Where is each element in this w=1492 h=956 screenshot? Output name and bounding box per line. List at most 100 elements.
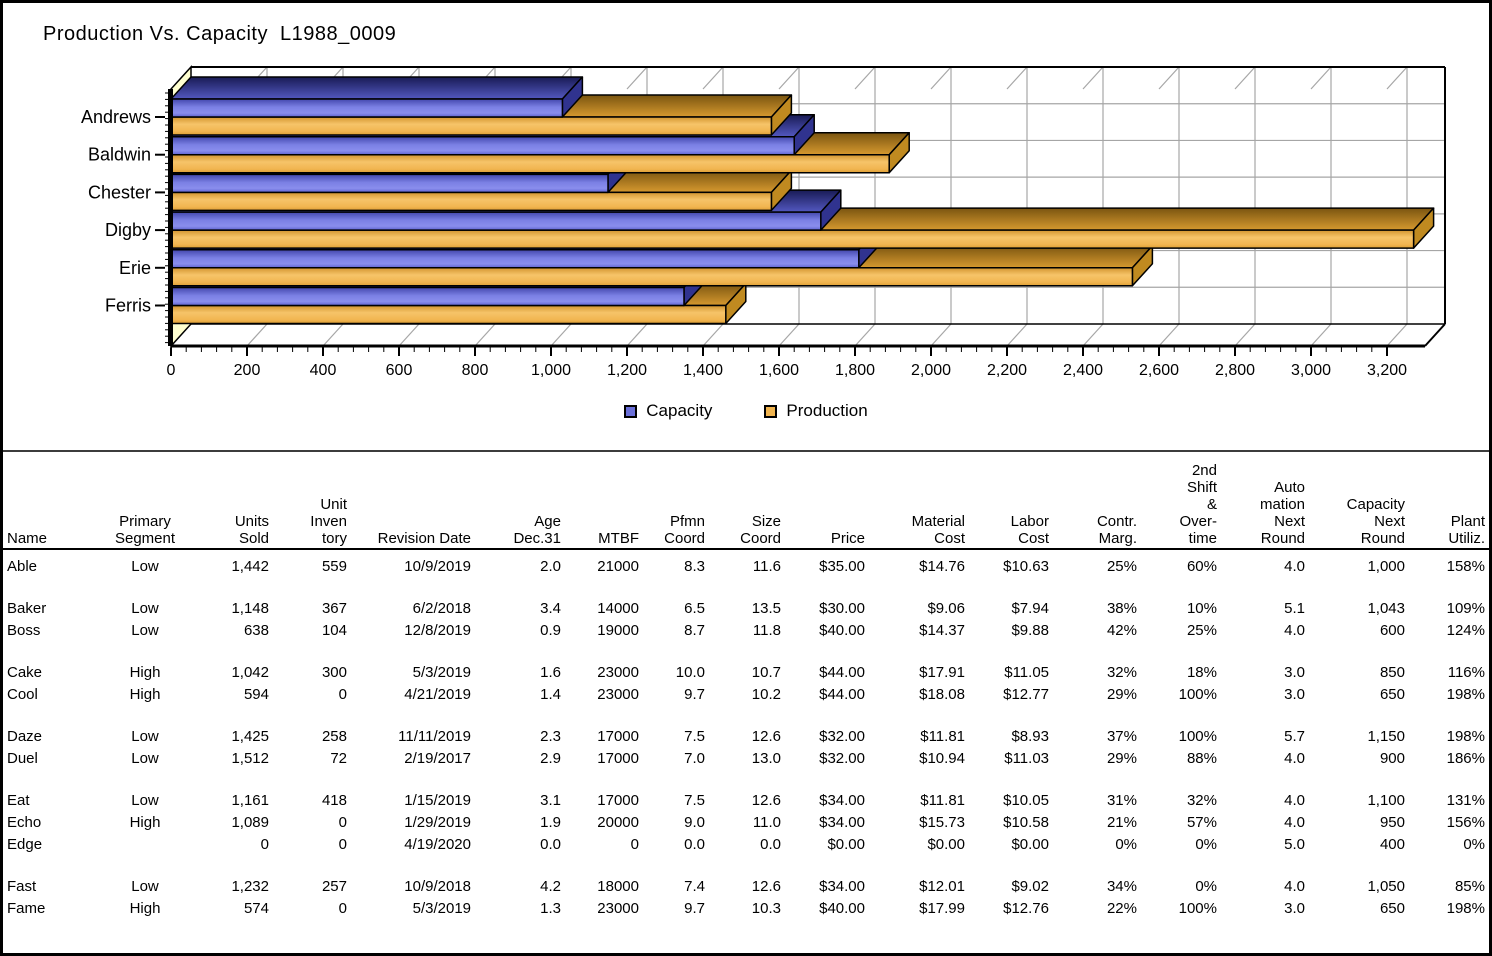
- category-label-ferris: Ferris: [105, 296, 151, 316]
- cell-inventory: 258: [321, 728, 347, 745]
- cell-overtime: 100%: [1178, 686, 1217, 703]
- chart-legend: Capacity Production: [3, 401, 1489, 421]
- x-axis-tick-label: 1,400: [683, 362, 723, 379]
- cell-labor: $12.77: [1003, 686, 1049, 703]
- bar-andrews-capacity-front-face: [170, 98, 564, 118]
- gridline-floor: [474, 323, 496, 347]
- cell-capacity: 850: [1379, 664, 1405, 681]
- column-header-capacity: Capacity Next Round: [1309, 462, 1409, 550]
- cell-units_sold: 1,442: [231, 558, 269, 575]
- cell-pfmn: 9.0: [684, 814, 705, 831]
- column-header-labor: Labor Cost: [969, 462, 1053, 550]
- x-axis-tick-label: 2,600: [1139, 362, 1179, 379]
- cell-overtime: 25%: [1186, 622, 1217, 639]
- cell-units_sold: 1,042: [231, 664, 269, 681]
- cell-material: $11.81: [920, 728, 965, 745]
- gridline-ceiling: [778, 66, 800, 90]
- bar-erie-capacity-front-face: [170, 249, 860, 269]
- bar-andrews-production-front-face: [170, 116, 773, 136]
- bar-ferris-production-front-face: [170, 304, 727, 325]
- table-row-fame: Fame High 574 0 5/3/2019 1.3 23000 9.7 10.3 $40.0…: [3, 898, 1489, 920]
- column-header-name: Name: [3, 462, 95, 550]
- cell-inventory: 300: [321, 664, 347, 681]
- column-header-utilization: Plant Utiliz.: [1409, 462, 1489, 550]
- cell-inventory: 0: [338, 814, 347, 831]
- cell-name: Fast: [7, 878, 37, 895]
- cell-capacity: 650: [1379, 900, 1405, 917]
- gridline-ceiling: [702, 66, 724, 90]
- cell-automation: 4.0: [1284, 622, 1305, 639]
- x-axis-tick-label: 2,200: [987, 362, 1027, 379]
- cell-labor: $8.93: [1011, 728, 1049, 745]
- cell-age: 2.0: [540, 558, 561, 575]
- cell-margin: 42%: [1106, 622, 1137, 639]
- cell-capacity: 1,100: [1367, 792, 1405, 809]
- table-row-duel: Duel Low 1,512 72 2/19/2017 2.9 17000 7.0 13.0 $3…: [3, 748, 1489, 770]
- cell-margin: 31%: [1106, 792, 1137, 809]
- x-axis-tick-label: 1,200: [607, 362, 647, 379]
- cell-pfmn: 7.5: [684, 728, 705, 745]
- cell-age: 1.6: [540, 664, 561, 681]
- cell-margin: 37%: [1106, 728, 1137, 745]
- cell-name: Edge: [7, 836, 43, 853]
- cell-age: 0.0: [540, 836, 561, 853]
- cell-size: 11.8: [752, 622, 781, 639]
- cell-inventory: 367: [321, 600, 347, 617]
- cell-revision: 5/3/2019: [412, 900, 471, 917]
- gridline-floor: [1386, 323, 1408, 347]
- table-spacer-row: [3, 642, 1489, 662]
- cell-material: $14.37: [919, 622, 965, 639]
- bar-andrews-capacity-top-face: [170, 76, 584, 100]
- cell-utilization: 156%: [1446, 814, 1485, 831]
- cell-name: Cake: [7, 664, 43, 681]
- gridline-floor: [1234, 323, 1256, 347]
- spacer-cell: [3, 706, 1489, 726]
- cell-mtbf: 20000: [597, 814, 639, 831]
- cell-name: Duel: [7, 750, 38, 767]
- column-header-overtime: 2nd Shift & Over-time: [1141, 462, 1221, 550]
- cell-pfmn: 9.7: [684, 900, 705, 917]
- cell-size: 0.0: [760, 836, 781, 853]
- cell-size: 11.0: [752, 814, 781, 831]
- cell-overtime: 18%: [1186, 664, 1217, 681]
- cell-age: 3.4: [540, 600, 561, 617]
- product-table: Name Primary Segment Units Sold Unit Inven tory…: [3, 462, 1489, 920]
- column-header-price: Price: [785, 462, 869, 550]
- cell-mtbf: 23000: [597, 686, 639, 703]
- gridline-ceiling: [1234, 66, 1256, 90]
- cell-material: $10.94: [919, 750, 965, 767]
- cell-name: Eat: [7, 792, 30, 809]
- x-axis-tick-label: 600: [386, 362, 413, 379]
- cell-capacity: 650: [1379, 686, 1405, 703]
- gridline-floor: [1006, 323, 1028, 347]
- cell-units_sold: 1,512: [231, 750, 269, 767]
- cell-units_sold: 1,161: [231, 792, 269, 809]
- cell-age: 3.1: [540, 792, 561, 809]
- cell-size: 12.6: [751, 878, 781, 895]
- cell-automation: 3.0: [1284, 664, 1305, 681]
- cell-automation: 5.7: [1284, 728, 1305, 745]
- cell-age: 2.9: [540, 750, 561, 767]
- cell-overtime: 100%: [1178, 900, 1217, 917]
- spacer-cell: [3, 856, 1489, 876]
- cell-mtbf: 0: [630, 836, 639, 853]
- product-table-panel: Name Primary Segment Units Sold Unit Inven tory…: [3, 452, 1489, 920]
- cell-mtbf: 14000: [597, 600, 639, 617]
- cell-inventory: 257: [321, 878, 347, 895]
- cell-capacity: 1,050: [1367, 878, 1405, 895]
- cell-revision: 10/9/2018: [404, 878, 471, 895]
- cell-material: $0.00: [927, 836, 965, 853]
- spacer-cell: [3, 578, 1489, 598]
- cell-mtbf: 17000: [597, 750, 639, 767]
- gridline-floor: [322, 323, 344, 347]
- cell-capacity: 1,150: [1367, 728, 1405, 745]
- cell-material: $11.81: [920, 792, 965, 809]
- cell-utilization: 116%: [1447, 664, 1485, 681]
- cell-segment: High: [129, 686, 161, 703]
- cell-utilization: 85%: [1454, 878, 1485, 895]
- cell-material: $17.99: [919, 900, 965, 917]
- cell-pfmn: 9.7: [684, 686, 705, 703]
- cell-automation: 3.0: [1284, 900, 1305, 917]
- gridline-ceiling: [854, 66, 876, 90]
